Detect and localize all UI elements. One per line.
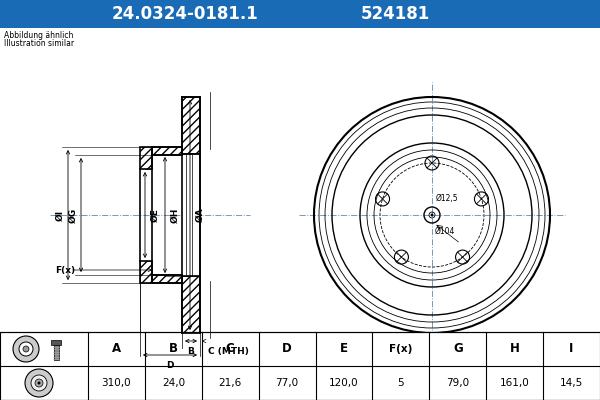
Text: 5: 5 bbox=[398, 378, 404, 388]
Text: H: H bbox=[510, 342, 520, 356]
Text: ØG: ØG bbox=[68, 208, 77, 222]
Text: 14,5: 14,5 bbox=[560, 378, 583, 388]
Text: 120,0: 120,0 bbox=[329, 378, 359, 388]
Bar bbox=[53, 345, 59, 360]
Text: C (MTH): C (MTH) bbox=[208, 347, 249, 356]
Circle shape bbox=[13, 336, 39, 362]
Text: 310,0: 310,0 bbox=[101, 378, 131, 388]
Text: Ø104: Ø104 bbox=[435, 227, 455, 236]
Text: 524181: 524181 bbox=[361, 5, 430, 23]
Bar bbox=[182, 276, 200, 333]
Bar bbox=[152, 275, 182, 283]
Bar bbox=[0, 332, 600, 400]
Bar bbox=[140, 147, 152, 169]
Circle shape bbox=[35, 379, 43, 387]
Text: D: D bbox=[166, 361, 174, 370]
Text: ØE: ØE bbox=[151, 208, 160, 222]
Bar bbox=[51, 340, 61, 345]
Circle shape bbox=[31, 375, 47, 391]
Text: 79,0: 79,0 bbox=[446, 378, 469, 388]
Bar bbox=[182, 154, 200, 276]
Circle shape bbox=[37, 382, 41, 384]
Text: F(x): F(x) bbox=[55, 266, 75, 274]
Text: D: D bbox=[282, 342, 292, 356]
Text: E: E bbox=[340, 342, 348, 356]
Text: Illustration similar: Illustration similar bbox=[4, 39, 74, 48]
Circle shape bbox=[431, 214, 433, 216]
Text: F(x): F(x) bbox=[389, 344, 413, 354]
Text: 77,0: 77,0 bbox=[275, 378, 299, 388]
Text: B: B bbox=[169, 342, 178, 356]
Text: ØA: ØA bbox=[196, 208, 205, 222]
Text: 24,0: 24,0 bbox=[162, 378, 185, 388]
Text: G: G bbox=[453, 342, 463, 356]
Text: ØI: ØI bbox=[56, 210, 65, 220]
Bar bbox=[0, 28, 600, 332]
Circle shape bbox=[25, 369, 53, 397]
Text: 24.0324-0181.1: 24.0324-0181.1 bbox=[112, 5, 259, 23]
Text: 161,0: 161,0 bbox=[500, 378, 530, 388]
Text: I: I bbox=[569, 342, 574, 356]
Circle shape bbox=[23, 346, 29, 352]
Text: Ø12,5: Ø12,5 bbox=[436, 194, 458, 203]
Text: B: B bbox=[188, 347, 194, 356]
Bar bbox=[152, 147, 182, 155]
Text: C: C bbox=[226, 342, 235, 356]
Circle shape bbox=[19, 342, 33, 356]
Text: ØH: ØH bbox=[171, 207, 180, 223]
Text: A: A bbox=[112, 342, 121, 356]
Bar bbox=[182, 97, 200, 154]
Text: Abbildung ähnlich: Abbildung ähnlich bbox=[4, 31, 73, 40]
Bar bbox=[140, 261, 152, 283]
Text: 21,6: 21,6 bbox=[218, 378, 242, 388]
Bar bbox=[0, 0, 600, 28]
